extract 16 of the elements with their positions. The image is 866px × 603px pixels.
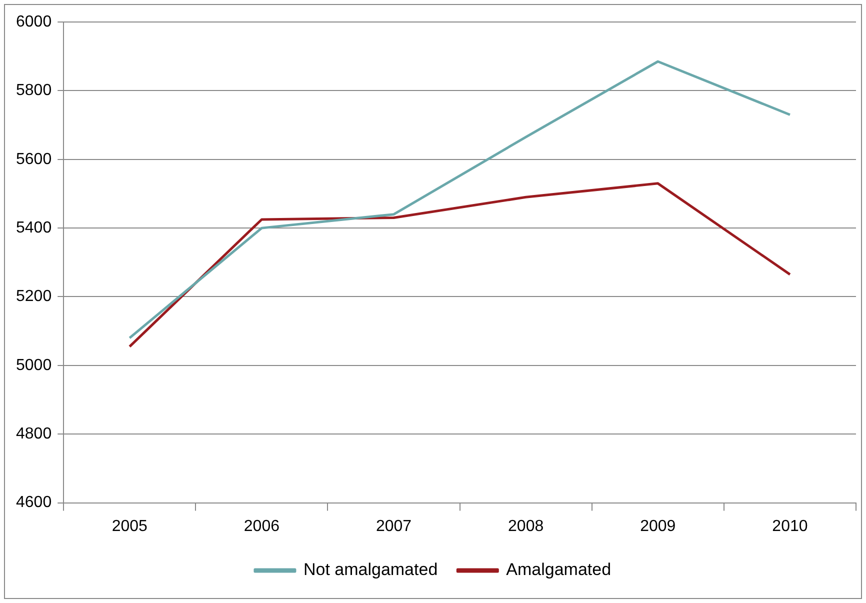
x-tick-label: 2009 <box>640 518 676 535</box>
y-tick-label: 4800 <box>16 426 52 443</box>
x-tick-label: 2006 <box>244 518 280 535</box>
legend-label: Not amalgamated <box>303 560 438 580</box>
x-tick-label: 2010 <box>772 518 808 535</box>
y-tick-label: 6000 <box>16 13 52 30</box>
y-tick-label: 5200 <box>16 288 52 306</box>
legend-label: Amalgamated <box>506 560 612 580</box>
x-tick-label: 2007 <box>376 518 412 535</box>
y-tick-label: 5400 <box>16 219 52 236</box>
x-tick-label: 2008 <box>508 518 544 535</box>
y-tick-label: 4600 <box>16 494 52 512</box>
y-tick-label: 5800 <box>16 82 52 100</box>
x-tick-label: 2005 <box>112 518 148 535</box>
y-tick-label: 5600 <box>16 150 52 168</box>
y-tick-label: 5000 <box>16 356 52 374</box>
